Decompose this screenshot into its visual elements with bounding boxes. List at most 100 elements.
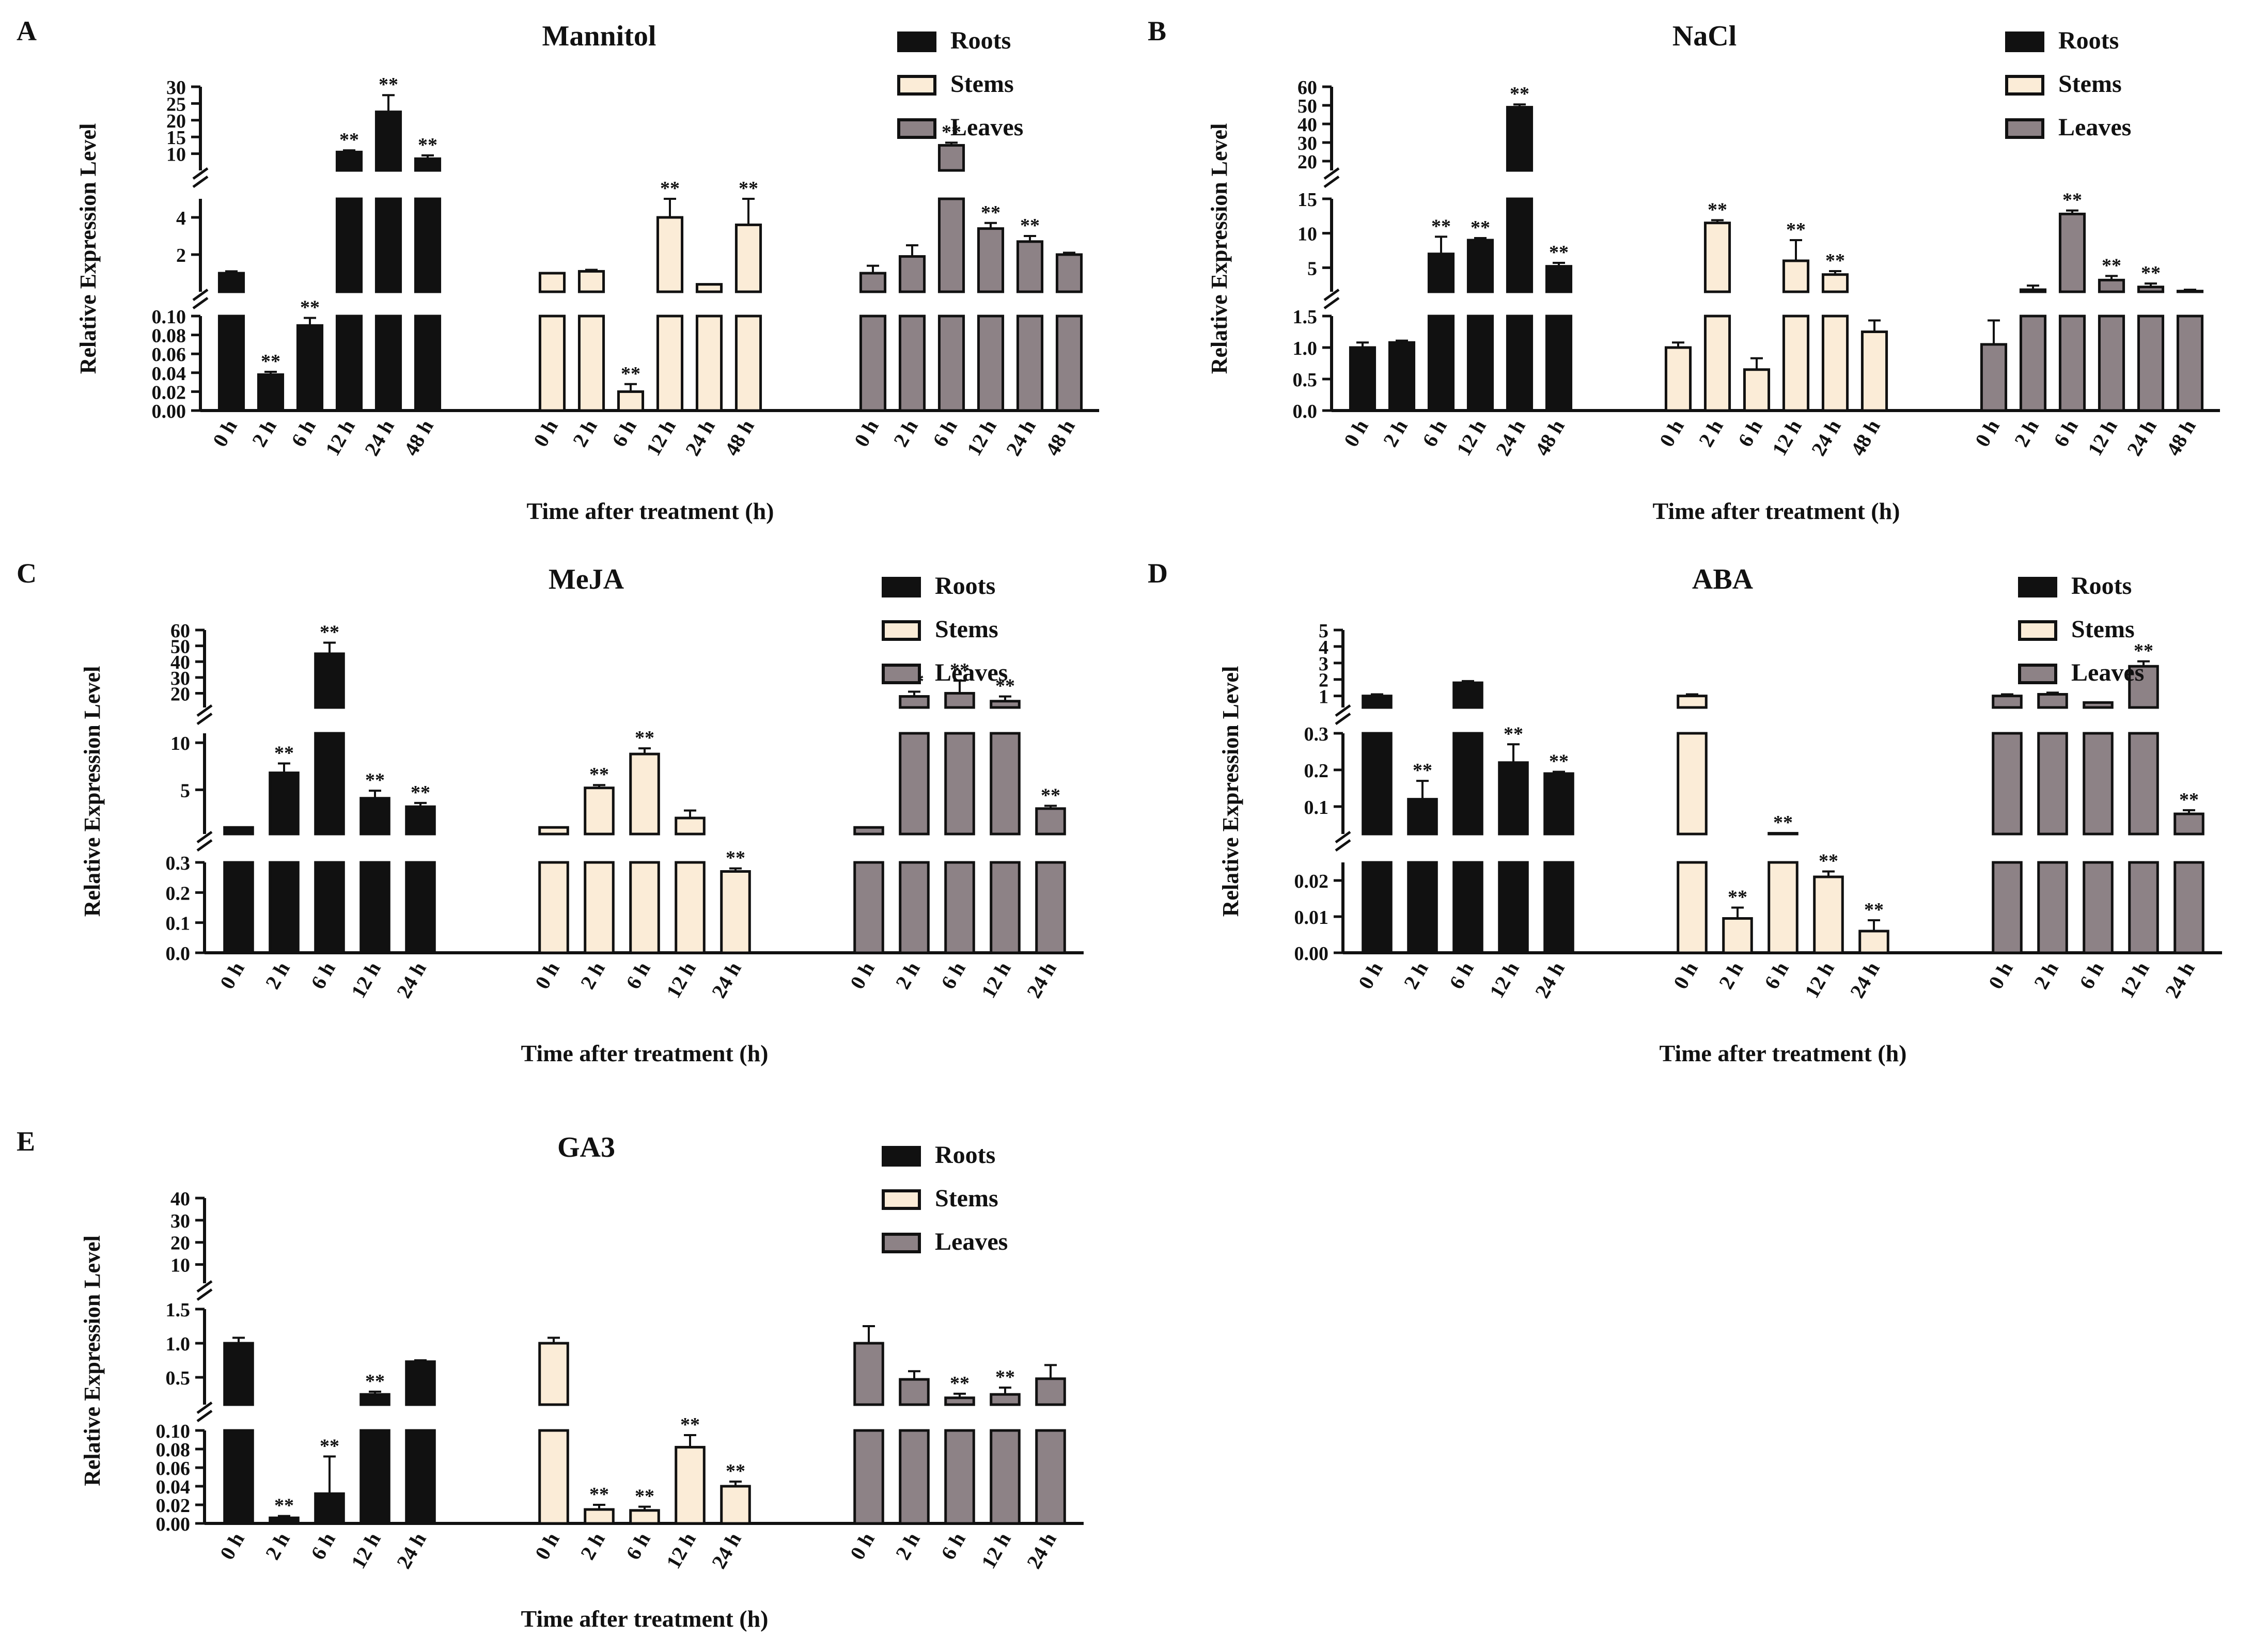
axis-break-mark (196, 712, 213, 726)
bar-stems (1782, 259, 1810, 293)
significance-label: ** (2134, 640, 2153, 662)
y-tick-label: 0.10 (156, 1421, 191, 1442)
significance-label: ** (379, 74, 398, 96)
chart-title: MeJA (549, 563, 624, 595)
bar-roots (223, 861, 254, 954)
x-tick-label: 48 h (2162, 416, 2200, 460)
axis-break-mark (192, 167, 209, 180)
x-tick-label: 48 h (1041, 416, 1080, 460)
bar-leaves (2128, 861, 2159, 954)
x-tick-label: 12 h (662, 958, 700, 1002)
bar-roots (217, 272, 245, 293)
legend-label: Leaves (2071, 659, 2144, 686)
y-axis-label: Relative Expression Level (1207, 123, 1232, 374)
y-axis-label: Relative Expression Level (80, 1235, 105, 1486)
x-tick-label: 6 h (2049, 416, 2083, 451)
x-tick-label: 2 h (568, 416, 602, 451)
bar-leaves (1035, 861, 1066, 954)
y-tick-label: 2 (1319, 670, 1328, 691)
significance-label: ** (365, 769, 385, 791)
y-tick-label: 0.5 (1293, 369, 1318, 391)
bar-leaves (1035, 807, 1066, 836)
y-tick-label: 1.5 (166, 1299, 191, 1321)
x-tick-label: 12 h (2083, 416, 2122, 460)
legend-label: Stems (2058, 70, 2122, 98)
bar-leaves (2019, 314, 2047, 412)
bar-roots (1407, 861, 1438, 954)
y-tick-label: 0.04 (156, 1476, 191, 1498)
legend-label: Leaves (935, 659, 1008, 686)
y-tick-label: 10 (170, 733, 190, 754)
x-tick-label: 0 h (208, 416, 242, 451)
x-tick-label: 24 h (707, 1529, 746, 1572)
chart-title: ABA (1692, 563, 1754, 595)
x-tick-label: 48 h (1846, 416, 1885, 460)
bar-roots (335, 314, 363, 412)
x-axis-label: Time after treatment (h) (1659, 1040, 1906, 1066)
legend-swatch-roots (882, 577, 921, 597)
x-tick-label: 12 h (321, 416, 359, 460)
bar-stems (675, 861, 706, 954)
legend-swatch-roots (2005, 32, 2044, 52)
y-tick-label: 20 (170, 683, 190, 705)
legend-label: Stems (2071, 616, 2135, 643)
bar-roots (1466, 239, 1494, 293)
x-tick-label: 12 h (977, 1529, 1015, 1572)
bar-stems (1703, 222, 1731, 293)
bar-leaves (2058, 212, 2086, 293)
bar-roots (1545, 265, 1573, 293)
y-tick-label: 60 (170, 620, 190, 642)
x-tick-label: 2 h (261, 1529, 294, 1564)
x-tick-label: 6 h (1418, 416, 1451, 451)
x-tick-label: 24 h (681, 416, 720, 460)
bar-roots (1452, 681, 1483, 709)
significance-label: ** (739, 178, 758, 199)
significance-label: ** (1431, 215, 1451, 237)
legend-swatch-leaves (897, 118, 936, 139)
significance-label: ** (2062, 190, 2082, 211)
x-tick-label: 2 h (2029, 958, 2063, 993)
bar-leaves (2083, 732, 2114, 836)
bar-roots (1506, 197, 1534, 293)
bar-stems (1782, 314, 1810, 412)
bar-roots (1349, 346, 1377, 412)
bar-stems (1677, 732, 1708, 836)
bar-leaves (2083, 861, 2114, 954)
bar-leaves (2176, 314, 2204, 412)
x-tick-label: 0 h (1984, 958, 2018, 993)
bar-leaves (977, 314, 1005, 412)
bar-roots (405, 1429, 436, 1525)
y-tick-label: 15 (166, 127, 186, 149)
bar-leaves (1992, 695, 2023, 709)
significance-label: ** (1041, 784, 1060, 806)
bar-roots (1452, 861, 1483, 954)
bar-leaves (899, 732, 930, 836)
significance-label: ** (320, 1435, 339, 1457)
bar-stems (720, 870, 751, 954)
bar-leaves (2137, 286, 2165, 293)
bar-leaves (853, 861, 884, 954)
x-tick-label: 6 h (928, 416, 962, 451)
y-tick-label: 0.02 (156, 1495, 191, 1517)
bar-roots (223, 1342, 254, 1406)
panel-letter: A (17, 15, 37, 46)
bar-stems (1768, 861, 1799, 954)
bar-leaves (2083, 701, 2114, 709)
axis-break-mark (196, 1401, 213, 1414)
bar-stems (577, 314, 605, 412)
bar-leaves (1016, 240, 1044, 293)
bar-roots (1498, 761, 1529, 836)
significance-label: ** (726, 1460, 745, 1482)
significance-label: ** (726, 847, 745, 869)
y-tick-label: 4 (1319, 637, 1328, 658)
bar-stems (675, 1445, 706, 1525)
bar-leaves (2098, 278, 2125, 293)
legend-label: Roots (950, 27, 1011, 54)
bar-roots (1543, 772, 1574, 836)
legend-swatch-roots (897, 32, 936, 52)
bar-roots (1545, 314, 1573, 412)
bar-stems (538, 272, 566, 293)
chart-title: Mannitol (542, 20, 656, 52)
bar-stems (1722, 917, 1753, 954)
significance-label: ** (589, 764, 609, 785)
